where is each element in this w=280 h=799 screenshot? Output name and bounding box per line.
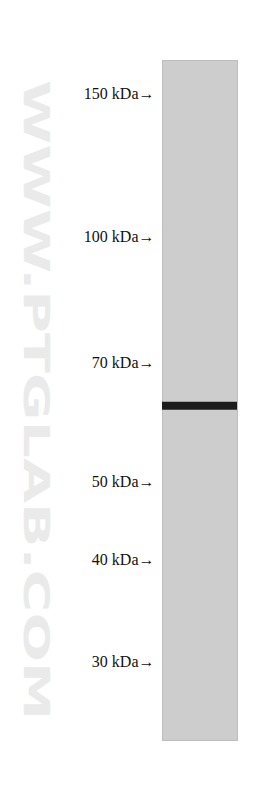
svg-text:50 kDa→: 50 kDa→ [92, 473, 155, 490]
svg-text:70 kDa→: 70 kDa→ [92, 354, 155, 371]
svg-text:WWW.PTGLAB.COM: WWW.PTGLAB.COM [16, 80, 57, 720]
svg-text:100 kDa→: 100 kDa→ [84, 228, 155, 245]
svg-text:30 kDa→: 30 kDa→ [92, 653, 155, 670]
svg-text:40 kDa→: 40 kDa→ [92, 551, 155, 568]
svg-text:150 kDa→: 150 kDa→ [84, 85, 155, 102]
